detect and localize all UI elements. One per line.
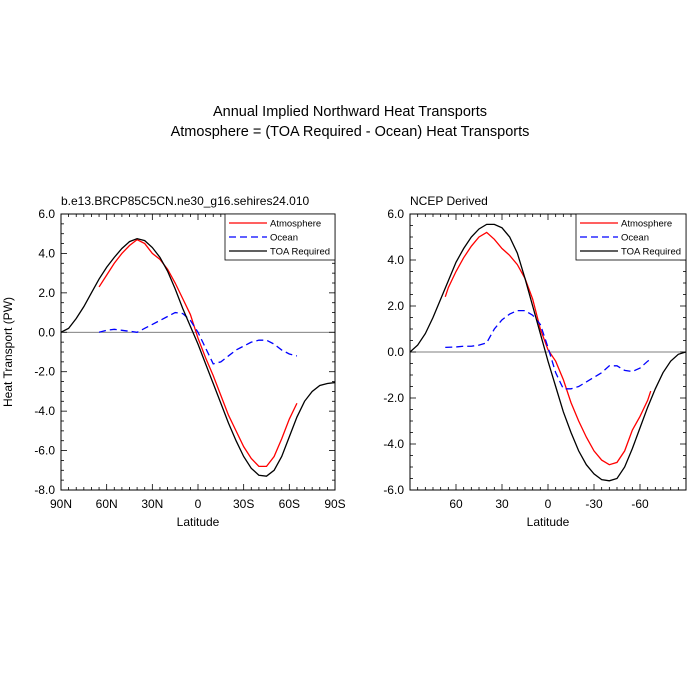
series-line-ocean: [445, 309, 652, 390]
y-tick-label: -8.0: [34, 483, 55, 497]
legend-label-ocean: Ocean: [270, 233, 298, 244]
x-tick-label: 0: [195, 497, 202, 511]
y-tick-label: 6.0: [387, 207, 404, 221]
left-panel: b.e13.BRCP85C5CN.ne30_g16.sehires24.010 9…: [1, 194, 346, 529]
legend-label-toa-required: TOA Required: [270, 247, 330, 258]
y-axis-label: Heat Transport (PW): [1, 297, 15, 407]
y-tick-label: -4.0: [34, 404, 55, 418]
x-tick-label: 90N: [50, 497, 72, 511]
x-tick-label: 0: [545, 497, 552, 511]
figure-title-line-2: Atmosphere = (TOA Required - Ocean) Heat…: [171, 124, 530, 140]
series-line-atmosphere: [98, 238, 298, 467]
series-line-toa-required: [61, 237, 335, 477]
y-tick-label: 6.0: [38, 207, 55, 221]
x-axis-label: Latitude: [527, 515, 570, 529]
legend-label-atmosphere: Atmosphere: [270, 219, 321, 230]
y-tick-label: 2.0: [387, 299, 404, 313]
legend-label-atmosphere: Atmosphere: [621, 219, 672, 230]
y-tick-label: -2.0: [34, 365, 55, 379]
y-tick-label: -6.0: [34, 444, 55, 458]
y-tick-label: -6.0: [383, 483, 404, 497]
y-tick-label: -2.0: [383, 391, 404, 405]
legend-box: [575, 213, 687, 261]
x-axis-label: Latitude: [177, 515, 220, 529]
series-line-ocean: [98, 311, 298, 365]
x-tick-label: 60: [449, 497, 463, 511]
legend-label-toa-required: TOA Required: [621, 247, 681, 258]
series-line-atmosphere: [444, 231, 652, 466]
figure-title-line-1: Annual Implied Northward Heat Transports: [213, 104, 487, 120]
x-tick-label: 30S: [233, 497, 254, 511]
x-tick-label: -60: [631, 497, 649, 511]
x-tick-label: 60N: [96, 497, 118, 511]
x-tick-label: 30N: [141, 497, 163, 511]
y-tick-label: 0.0: [38, 325, 55, 339]
x-tick-label: -30: [585, 497, 603, 511]
y-tick-label: 2.0: [38, 286, 55, 300]
panel-title: NCEP Derived: [410, 194, 488, 208]
x-tick-label: 60S: [279, 497, 300, 511]
y-tick-label: 0.0: [387, 345, 404, 359]
y-tick-label: 4.0: [387, 253, 404, 267]
series-line-toa-required: [410, 223, 686, 482]
y-tick-label: -4.0: [383, 437, 404, 451]
legend-label-ocean: Ocean: [621, 233, 649, 244]
x-tick-label: 90S: [324, 497, 345, 511]
x-tick-label: 30: [495, 497, 509, 511]
panel-title: b.e13.BRCP85C5CN.ne30_g16.sehires24.010: [61, 194, 309, 208]
right-panel: NCEP Derived 60 30 0 -30 -60 -6.0 -4.0 -2.0 0.0 2.…: [383, 194, 687, 529]
y-tick-label: 4.0: [38, 246, 55, 260]
